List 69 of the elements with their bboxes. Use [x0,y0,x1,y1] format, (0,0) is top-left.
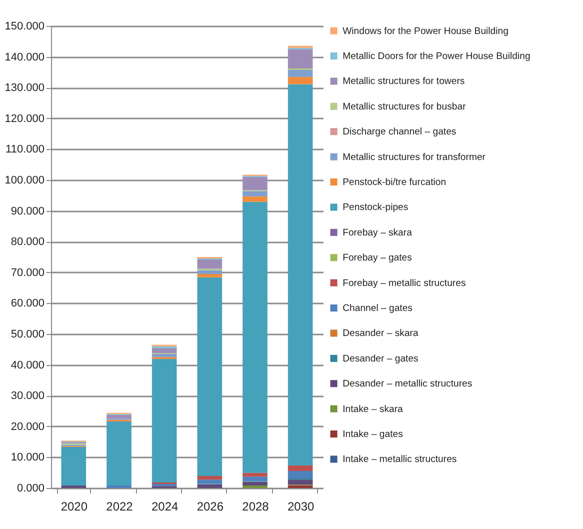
bar [197,476,222,480]
bar [288,485,313,488]
legend-label: Desander – metallic structures [342,378,472,390]
legend-label: Forebay – skara [342,227,413,238]
y-tick-label: 100.000 [4,174,44,186]
bar [197,259,222,269]
bar [152,484,177,486]
y-tick-label: 60.000 [10,298,44,310]
y-tick-label: 50.000 [10,328,44,340]
bar [106,421,132,486]
y-tick-label: 130.000 [4,82,44,94]
legend-label: Intake – metallic structures [342,454,457,466]
bar [197,274,222,278]
x-tick-label: 2020 [60,500,88,514]
x-tick-label: 2028 [242,500,270,514]
bar [288,480,313,485]
y-tick-label: 80.000 [10,236,44,248]
x-tick-label: 2024 [151,500,179,514]
legend-label: Metallic Doors for the Power House Building [342,51,530,62]
bar [61,447,86,486]
x-tick-label: 2030 [287,500,315,514]
bar [242,191,268,196]
legend-label: Penstock-bi/tre furcation [342,177,446,188]
bar [197,270,222,274]
bar [152,348,177,354]
legend-label: Intake – gates [342,429,404,440]
legend-label: Channel – gates [342,303,413,314]
bar [242,482,268,486]
legend-label: Desander – skara [342,328,419,340]
bar [288,70,313,77]
bar [152,358,177,482]
bar [242,196,268,202]
bar [242,176,268,190]
x-tick-label: 2022 [106,500,134,514]
y-tick-label: 150.000 [4,20,44,32]
bar [197,480,222,484]
legend-label: Intake – skara [342,404,404,415]
legend-label: Forebay – metallic structures [342,278,466,289]
legend-label: Metallic structures for busbar [342,101,467,112]
bar [288,49,313,69]
legend-label: Windows for the Power House Building [342,26,508,37]
bar [288,466,313,472]
y-tick-label: 70.000 [10,266,44,279]
bar [288,84,313,466]
y-tick-label: 10.000 [10,452,44,464]
y-tick-label: 110.000 [6,144,44,156]
bar [288,76,313,84]
bar [288,471,313,478]
legend-label: Desander – gates [342,353,419,364]
legend-label: Discharge channel – gates [342,126,456,138]
x-tick-label: 2026 [196,500,224,514]
y-tick-label: 40.000 [10,359,44,372]
bar [197,277,222,476]
bar [242,472,268,477]
legend-label: Metallic structures for towers [342,76,465,88]
legend-label: Metallic structures for transformer [342,152,486,163]
y-tick-label: 120.000 [4,112,44,125]
legend-label: Forebay – gates [342,252,412,264]
bar [106,415,132,419]
bar [197,484,222,488]
bar [152,354,177,358]
y-tick-label: 30.000 [10,390,44,402]
bar [242,202,268,473]
y-tick-label: 140.000 [4,51,44,64]
bar [242,476,268,482]
legend-label: Penstock-pipes [342,202,408,214]
y-tick-label: 90.000 [10,205,44,218]
y-tick-label: 20.000 [10,420,44,433]
y-tick-label: 0.000 [16,482,44,494]
